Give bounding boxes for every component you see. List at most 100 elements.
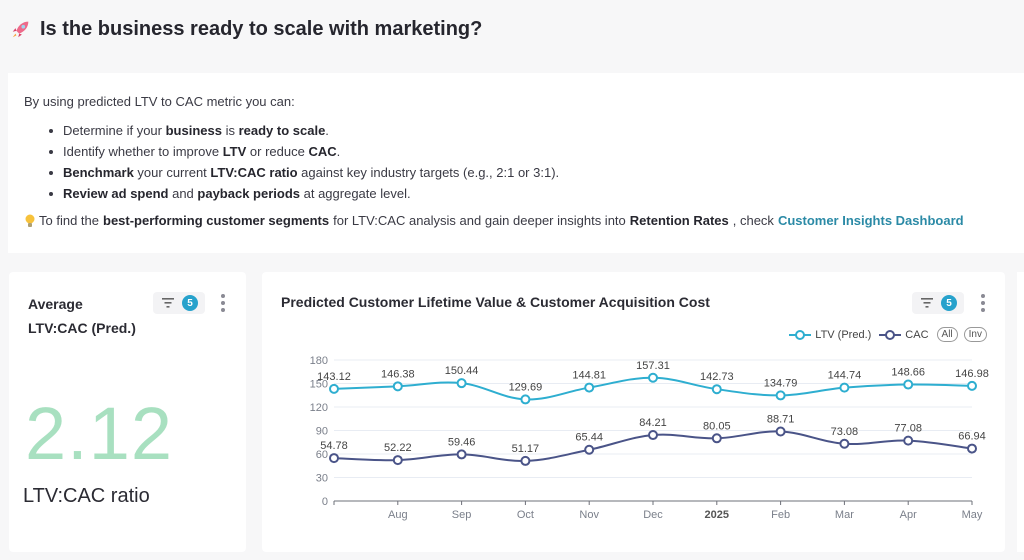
data-label-cac: 54.78 — [320, 440, 348, 452]
data-label-ltv: 143.12 — [317, 371, 351, 383]
customer-insights-link[interactable]: Customer Insights Dashboard — [777, 213, 964, 228]
tip-text: To find the best-performing customer seg… — [25, 213, 964, 228]
filter-icon — [921, 298, 933, 308]
legend-label-ltv: LTV (Pred.) — [815, 328, 872, 341]
info-panel: By using predicted LTV to CAC metric you… — [8, 73, 1024, 253]
data-point-cac — [839, 438, 850, 449]
data-point-ltv — [967, 380, 977, 391]
data-label-ltv: 148.66 — [891, 367, 925, 379]
y-tick-label: 0 — [322, 496, 328, 508]
data-point-cac — [520, 455, 531, 466]
x-tick-label: Nov — [579, 509, 599, 521]
y-tick-label: 120 — [310, 402, 328, 414]
chart-card: Predicted Customer Lifetime Value & Cust… — [262, 272, 1005, 552]
data-label-cac: 88.71 — [767, 414, 795, 426]
data-label-cac: 66.94 — [958, 431, 986, 443]
legend-invert-button[interactable]: Inv — [963, 327, 987, 342]
data-point-cac — [648, 430, 658, 441]
chart-more-options-button[interactable] — [980, 294, 986, 312]
data-point-cac — [967, 443, 977, 454]
kpi-value: 2.12 — [25, 392, 174, 475]
data-label-cac: 73.08 — [831, 426, 859, 438]
data-point-cac — [775, 426, 786, 437]
kpi-label: LTV:CAC ratio — [23, 485, 150, 507]
benefit-item: Benchmark your current LTV:CAC ratio aga… — [48, 162, 559, 183]
data-point-ltv — [903, 379, 914, 390]
y-tick-label: 90 — [316, 426, 328, 438]
data-label-cac: 84.21 — [639, 417, 667, 429]
x-tick-label: Oct — [517, 509, 534, 521]
adjacent-card-edge — [1017, 272, 1024, 552]
y-tick-label: 150 — [310, 379, 328, 391]
legend-label-cac: CAC — [905, 328, 929, 341]
legend-item-cac[interactable]: CAC — [879, 328, 929, 341]
legend-select-all-button[interactable]: All — [936, 327, 958, 342]
data-point-ltv — [711, 384, 722, 395]
data-label-ltv: 134.79 — [764, 377, 798, 389]
benefit-item: Determine if your business is ready to s… — [48, 120, 559, 141]
benefit-item: Identify whether to improve LTV or reduc… — [48, 141, 559, 162]
data-point-cac — [329, 453, 339, 464]
data-point-ltv — [775, 390, 786, 401]
x-tick-label: 2025 — [705, 509, 729, 521]
page-title: Is the business ready to scale with mark… — [10, 14, 482, 44]
x-tick-label: Sep — [452, 509, 472, 521]
y-tick-label: 30 — [316, 473, 328, 485]
tip-bold-segments: best-performing customer segments — [103, 213, 330, 228]
series-line-ltv — [333, 376, 973, 401]
data-point-cac — [456, 449, 467, 460]
data-label-ltv: 146.98 — [955, 368, 989, 380]
series-line-cac — [333, 430, 973, 462]
data-point-ltv — [329, 383, 339, 394]
data-point-ltv — [839, 382, 850, 393]
data-point-cac — [903, 435, 914, 446]
data-point-ltv — [648, 372, 658, 383]
line-chart: 0 30 60 90 120 150 180 Aug Sep Oct Nov Dec 2025 Feb Ma… — [310, 355, 989, 521]
data-label-ltv: 129.69 — [509, 381, 543, 393]
x-tick-label: Dec — [643, 509, 663, 521]
data-label-cac: 51.17 — [512, 443, 540, 455]
filter-count-badge: 5 — [182, 295, 198, 311]
tip-bold-retention: Retention Rates — [629, 213, 729, 228]
data-point-ltv — [520, 394, 531, 405]
data-label-ltv: 144.81 — [572, 370, 606, 382]
kpi-more-options-button[interactable] — [220, 294, 226, 312]
legend-marker-cac-icon — [879, 329, 902, 340]
kpi-card: Average LTV:CAC (Pred.) 5 2.12 LTV:CAC r… — [9, 272, 246, 552]
data-label-ltv: 157.31 — [636, 360, 670, 372]
kpi-filter-button[interactable]: 5 — [153, 292, 205, 314]
x-tick-label: Mar — [835, 509, 854, 521]
data-point-cac — [711, 433, 722, 444]
data-point-ltv — [456, 378, 467, 389]
chart-title: Predicted Customer Lifetime Value & Cust… — [281, 294, 710, 310]
x-tick-label: May — [962, 509, 983, 521]
tip-part1: To find the — [39, 213, 99, 228]
chart-legend: LTV (Pred.) CAC All Inv — [789, 327, 987, 342]
x-tick-label: Apr — [900, 509, 917, 521]
intro-text: By using predicted LTV to CAC metric you… — [24, 94, 295, 109]
tip-part3: , check — [732, 213, 774, 228]
kpi-title: Average LTV:CAC (Pred.) — [28, 296, 136, 336]
y-tick-label: 60 — [316, 449, 328, 461]
filter-count-badge: 5 — [941, 295, 957, 311]
data-label-ltv: 142.73 — [700, 371, 734, 383]
rocket-icon — [12, 21, 29, 38]
lightbulb-icon — [25, 214, 35, 227]
filter-icon — [162, 298, 174, 308]
benefit-item: Review ad spend and payback periods at a… — [48, 183, 559, 204]
y-tick-label: 180 — [310, 355, 328, 367]
data-point-ltv — [584, 382, 595, 393]
legend-item-ltv[interactable]: LTV (Pred.) — [789, 329, 871, 341]
data-point-cac — [392, 455, 403, 466]
legend-marker-ltv-icon — [789, 329, 812, 340]
x-tick-label: Feb — [771, 509, 790, 521]
data-label-cac: 80.05 — [703, 420, 731, 432]
data-point-ltv — [392, 381, 403, 392]
chart-filter-button[interactable]: 5 — [912, 292, 964, 314]
data-label-cac: 59.46 — [448, 436, 476, 448]
data-point-cac — [584, 444, 595, 455]
data-label-cac: 77.08 — [894, 423, 922, 435]
page-title-text: Is the business ready to scale with mark… — [40, 17, 483, 40]
x-tick-label: Aug — [388, 509, 408, 521]
data-label-ltv: 146.38 — [381, 368, 415, 380]
